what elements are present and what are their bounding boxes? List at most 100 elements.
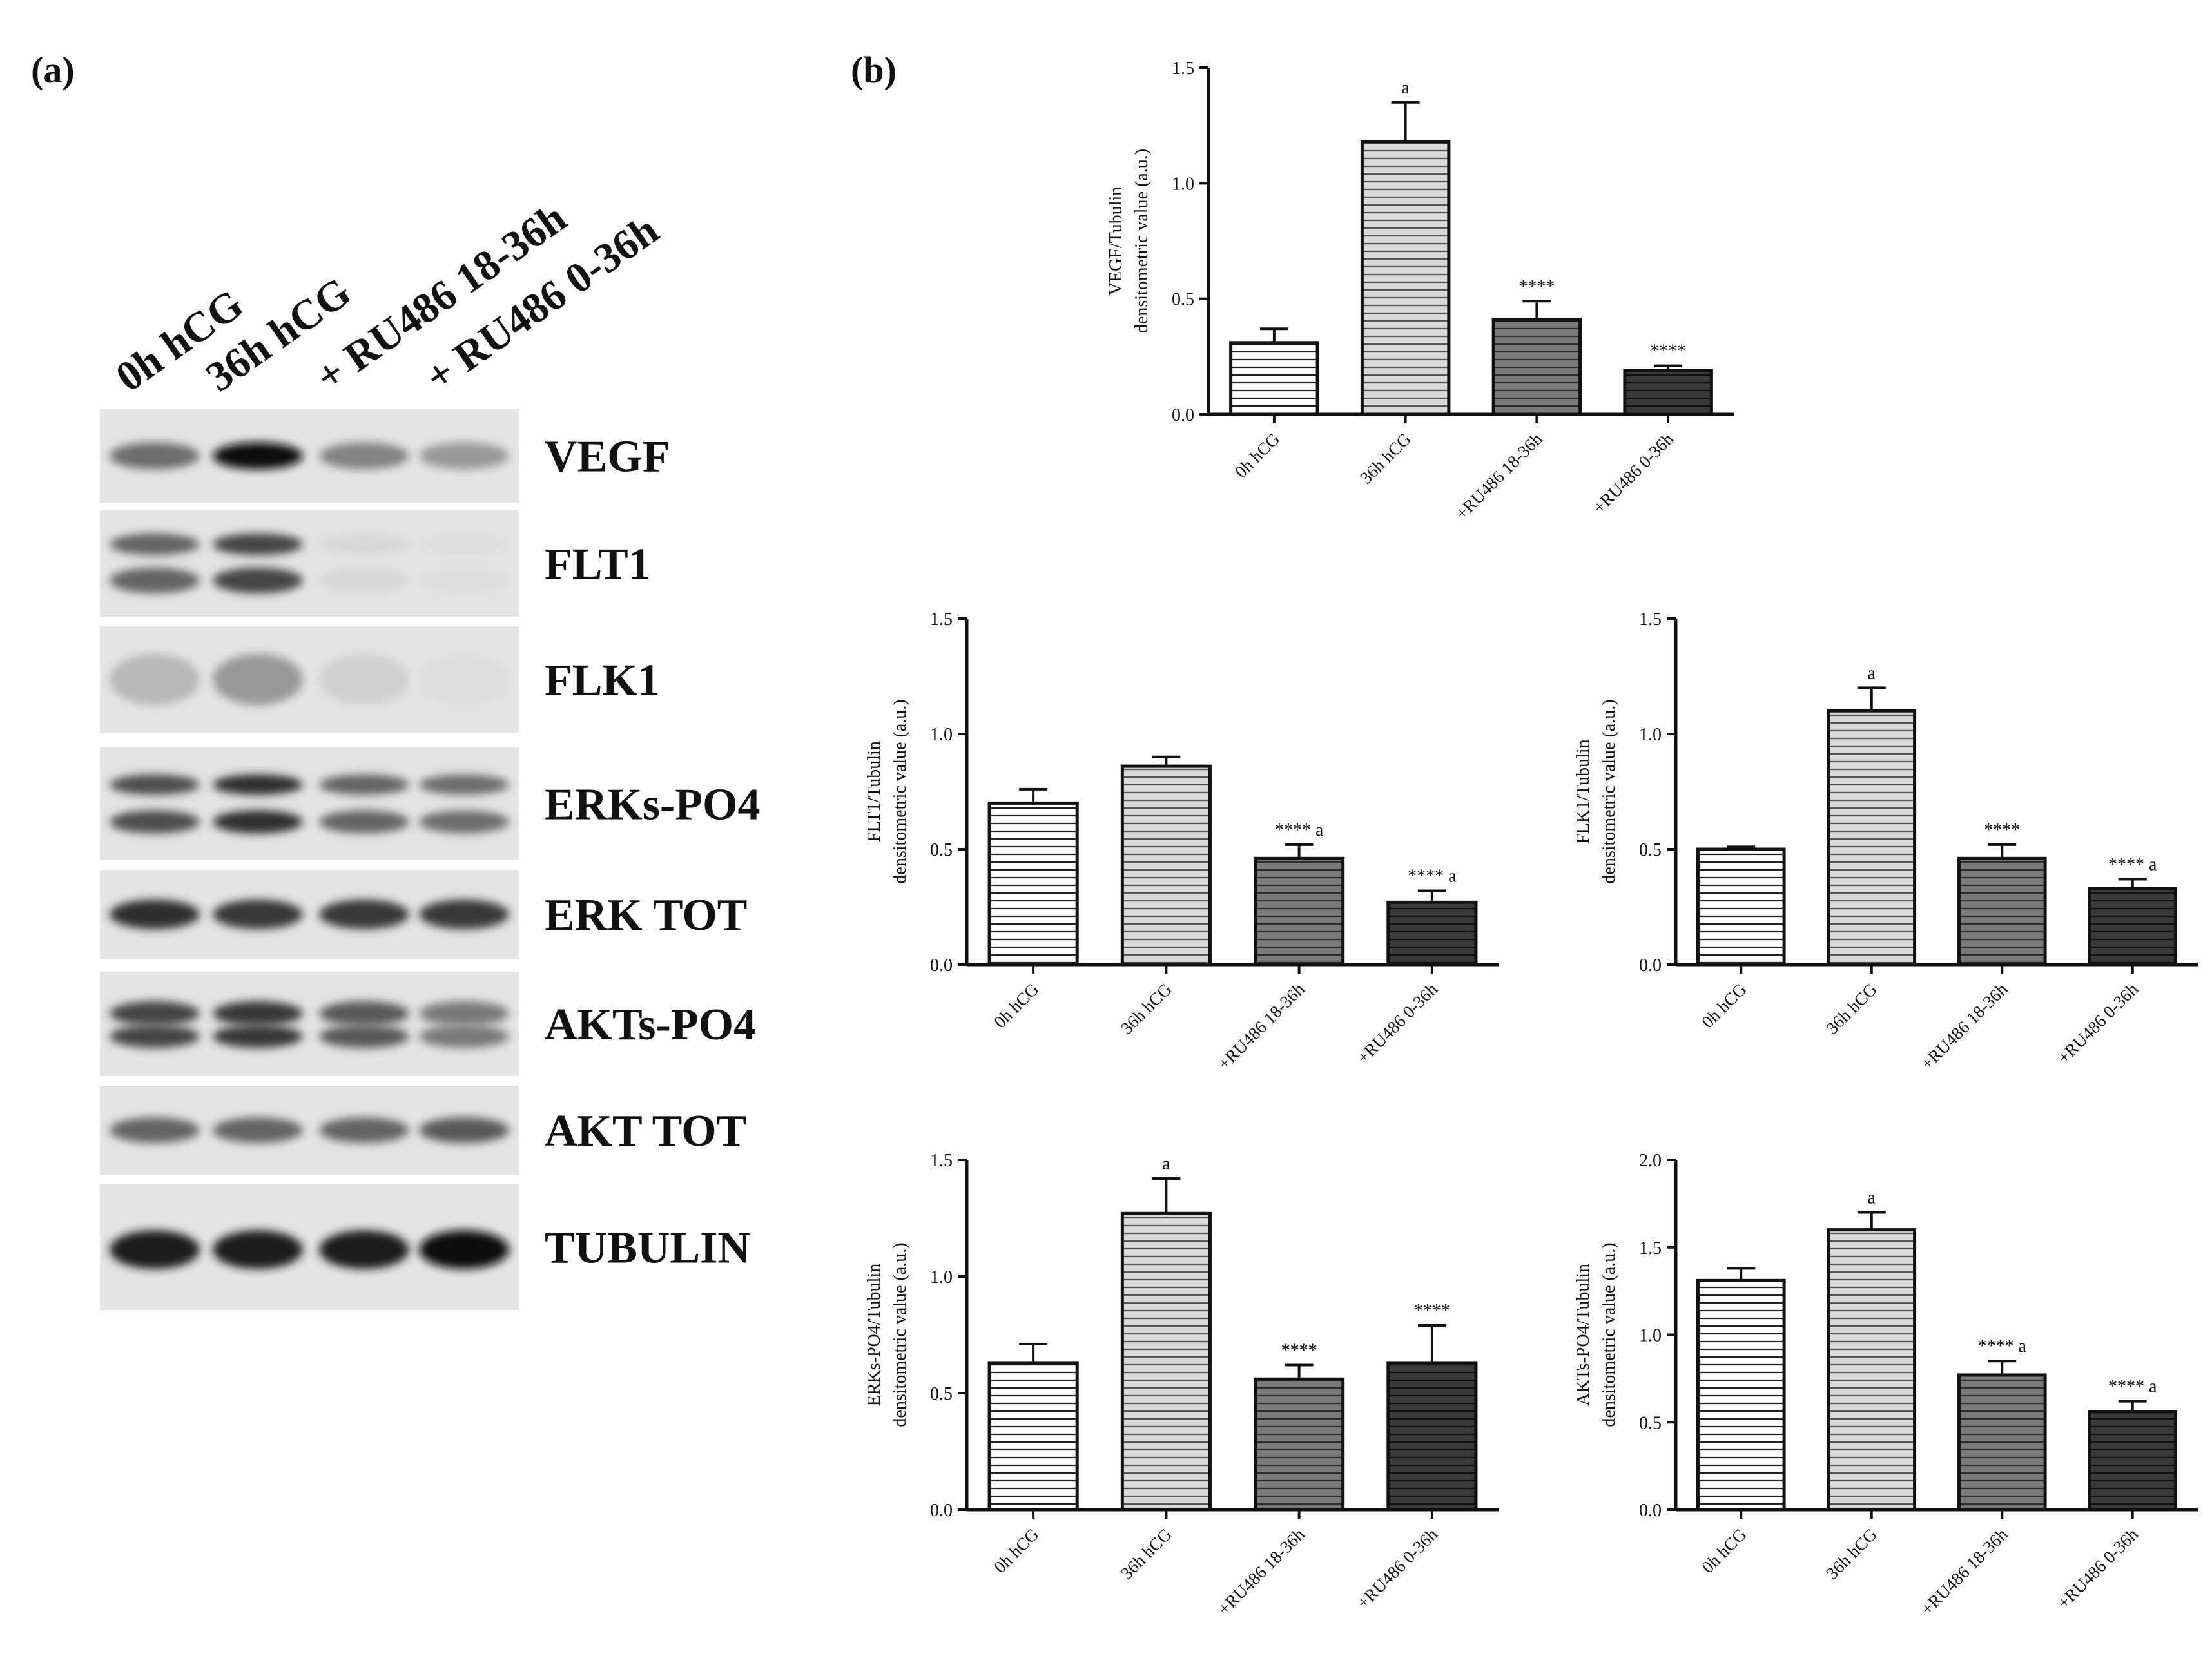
x-tick-label: 0h hCG [1698,1525,1750,1577]
significance-label: **** [1650,342,1686,361]
blot-band [319,1025,409,1048]
y-tick-label: 1.0 [930,1267,953,1287]
blot-band [319,442,409,470]
y-tick-label: 0.5 [1639,1413,1662,1433]
bar [1386,1361,1478,1512]
significance-label: a [1868,663,1876,683]
blot-band [213,442,303,470]
bar [1229,341,1319,416]
y-axis-label-units: densitometric value (a.u.) [1132,149,1152,333]
blot-band [110,567,200,593]
blot-band [110,442,200,470]
blot-membrane [100,510,519,617]
bar [1696,1278,1786,1512]
significance-label: **** [1281,1341,1317,1361]
bar [2088,1410,2178,1512]
y-tick-label: 0.0 [1639,1501,1662,1521]
blot-band [419,900,509,929]
blot-band [110,774,200,795]
x-tick-label: +RU486 18-36h [1214,979,1308,1073]
blot-band [110,533,200,555]
bar [1827,1228,1917,1512]
significance-label: a [1401,78,1410,98]
blot-band [213,1117,303,1143]
blot-band [319,900,409,929]
y-axis-label: ERKs-PO4/Tubulin [864,1264,884,1406]
x-tick-label: +RU486 18-36h [1452,429,1546,523]
y-tick-label: 1.0 [930,725,953,745]
bar [1827,709,1917,967]
protein-label: ERK TOT [545,890,748,940]
blot-strip-akts-po4: AKTs-PO4 [100,972,756,1076]
x-tick-label: +RU486 0-36h [1353,979,1442,1068]
blot-band [110,1117,200,1143]
significance-label: **** a [1978,1336,2027,1356]
blot-band [419,1001,509,1026]
x-tick-label: 0h hCG [990,1525,1042,1577]
significance-label: **** [1984,820,2020,840]
blot-band [419,810,509,834]
blot-band [110,1025,200,1048]
x-tick-label: 0h hCG [990,979,1042,1032]
x-tick-label: +RU486 18-36h [1917,979,2011,1073]
bar [1254,1377,1345,1512]
y-tick-label: 0.0 [930,956,953,976]
bar [1120,1211,1212,1512]
y-tick-label: 0.5 [1172,290,1194,310]
blot-band [110,1001,200,1026]
blot-band [213,567,303,593]
blot-strip-tubulin: TUBULIN [100,1184,750,1310]
y-tick-label: 1.5 [1639,1238,1662,1258]
blot-band [319,533,409,555]
x-tick-label: +RU486 0-36h [2054,979,2142,1068]
y-axis-label-units: densitometric value (a.u.) [890,699,910,883]
blot-band [213,900,303,929]
y-axis-label: FLT1/Tubulin [864,741,884,842]
bar [2088,887,2178,967]
blot-band [319,774,409,795]
protein-label: ERKs-PO4 [545,780,760,830]
bar [987,801,1079,967]
bar-chart-1: 0.0 0.5 1.0 1.5 VEGF/Tubulin densitometric va… [1106,59,1734,523]
y-tick-label: 2.0 [1639,1151,1662,1171]
y-axis-label: FLK1/Tubulin [1573,739,1593,843]
bar [1957,856,2047,967]
significance-label: a [1868,1188,1876,1208]
significance-label: a [1162,1154,1170,1174]
blot-band [419,774,509,795]
y-tick-label: 0.0 [930,1501,953,1521]
significance-label: **** [1518,276,1555,296]
bar [1360,140,1451,416]
y-tick-label: 1.5 [930,610,953,630]
blot-band [213,653,303,706]
bar-chart-4: 0.0 0.5 1.0 1.5 ERKs-PO4/Tubulin densitometri… [864,1151,1499,1619]
bar [1957,1373,2047,1512]
blot-band [319,1117,409,1143]
y-tick-label: 1.0 [1172,174,1194,194]
blot-band [319,567,409,593]
y-tick-label: 0.5 [1639,840,1662,860]
blot-band [419,1025,509,1048]
protein-label: VEGF [545,432,670,482]
blot-band [419,567,509,593]
y-axis-label: AKTs-PO4/Tubulin [1573,1264,1593,1406]
panel-label-b: (b) [851,49,897,91]
protein-label: FLT1 [545,540,651,590]
bar [1386,900,1478,967]
blot-band [213,1025,303,1048]
blot-band [213,810,303,834]
y-axis-label-units: densitometric value (a.u.) [890,1242,910,1427]
y-tick-label: 1.0 [1639,1326,1662,1346]
blot-band [319,810,409,834]
x-tick-label: +RU486 0-36h [2054,1525,2142,1613]
protein-label: AKT TOT [545,1106,746,1156]
x-tick-label: 0h hCG [1698,979,1750,1032]
bar-chart-2: 0.0 0.5 1.0 1.5 FLT1/Tubulin densitometric va… [864,610,1499,1073]
y-tick-label: 0.5 [930,1384,953,1404]
blot-band [213,1230,303,1269]
y-tick-label: 0.5 [930,840,953,860]
y-axis-label: VEGF/Tubulin [1106,187,1126,296]
blot-membrane [100,747,519,860]
blot-band [213,533,303,555]
